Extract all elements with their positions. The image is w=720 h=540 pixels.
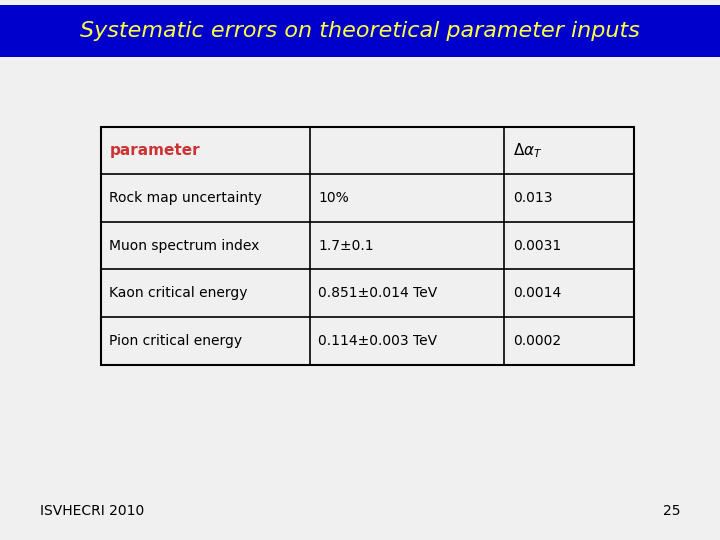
Text: Rock map uncertainty: Rock map uncertainty <box>109 191 262 205</box>
Text: Kaon critical energy: Kaon critical energy <box>109 286 248 300</box>
Text: 0.114±0.003 TeV: 0.114±0.003 TeV <box>318 334 437 348</box>
Text: 1.7±0.1: 1.7±0.1 <box>318 239 374 253</box>
Text: 0.0002: 0.0002 <box>513 334 561 348</box>
Text: parameter: parameter <box>109 143 200 158</box>
Text: 10%: 10% <box>318 191 349 205</box>
Text: $\Delta\alpha_T$: $\Delta\alpha_T$ <box>513 141 542 160</box>
Text: ISVHECRI 2010: ISVHECRI 2010 <box>40 504 144 518</box>
Text: 25: 25 <box>663 504 680 518</box>
Text: 0.013: 0.013 <box>513 191 552 205</box>
Text: 0.0031: 0.0031 <box>513 239 561 253</box>
Text: Muon spectrum index: Muon spectrum index <box>109 239 260 253</box>
Text: Systematic errors on theoretical parameter inputs: Systematic errors on theoretical paramet… <box>80 21 640 41</box>
Bar <box>101 127 634 364</box>
Text: 0.0014: 0.0014 <box>513 286 561 300</box>
Bar <box>0 5 720 57</box>
Text: Pion critical energy: Pion critical energy <box>109 334 243 348</box>
Text: 0.851±0.014 TeV: 0.851±0.014 TeV <box>318 286 438 300</box>
